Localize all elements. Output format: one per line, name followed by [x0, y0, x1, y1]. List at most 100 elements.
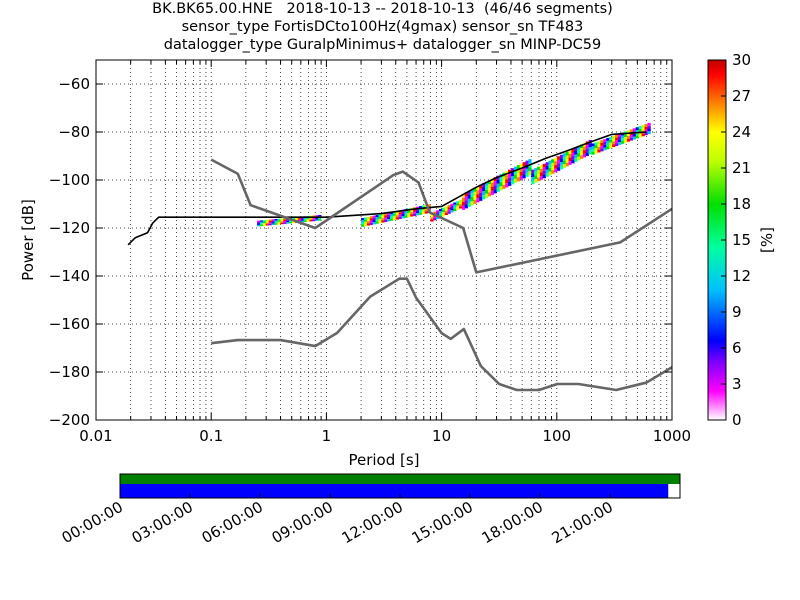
histogram-cell — [597, 146, 601, 150]
colorbar-tick-label: 0 — [732, 411, 742, 429]
histogram-cell — [505, 175, 509, 180]
histogram-cell — [606, 138, 610, 141]
histogram-cell — [609, 139, 613, 143]
histogram-cell — [369, 216, 373, 219]
histogram-cell — [534, 175, 538, 180]
histogram-cell — [450, 210, 454, 213]
histogram-cell — [496, 179, 500, 184]
histogram-cell — [433, 215, 437, 219]
histogram-cell — [303, 219, 307, 221]
histogram-cell — [496, 187, 500, 192]
histogram-cell — [407, 210, 411, 213]
histogram-cell — [582, 150, 587, 154]
histogram-cell — [577, 156, 581, 161]
histogram-cell — [557, 156, 561, 160]
histogram-cell — [508, 173, 512, 178]
histogram-cell — [262, 220, 267, 222]
histogram-cell — [361, 224, 365, 227]
histogram-cell — [375, 221, 379, 224]
histogram-cell — [415, 211, 420, 214]
histogram-cell — [580, 151, 584, 156]
histogram-cell — [536, 177, 541, 182]
histogram-cell — [571, 148, 575, 153]
histogram-cell — [277, 220, 281, 222]
histogram-cell — [410, 212, 414, 215]
histogram-cell — [306, 217, 310, 219]
timeline-tick-label: 18:00:00 — [479, 498, 546, 547]
histogram-cell — [459, 202, 463, 205]
histogram-cell — [522, 166, 526, 171]
histogram-cell — [389, 212, 394, 215]
histogram-cell — [398, 214, 402, 217]
histogram-cell — [609, 145, 613, 149]
histogram-cell — [591, 143, 595, 147]
histogram-cell — [441, 207, 446, 210]
histogram-cell — [453, 202, 457, 205]
colorbar-tick-label: 15 — [732, 231, 751, 249]
histogram-cell — [286, 220, 290, 223]
histogram-cell — [502, 176, 506, 181]
histogram-cell — [641, 127, 645, 131]
histogram-cell — [513, 174, 518, 179]
histogram-cell — [444, 206, 448, 209]
histogram-cell — [418, 210, 423, 213]
histogram-cell — [410, 210, 414, 213]
histogram-cell — [588, 147, 592, 151]
histogram-cell — [548, 171, 552, 176]
histogram-cell — [516, 173, 520, 178]
histogram-cell — [387, 214, 391, 218]
histogram-cell — [620, 138, 625, 142]
histogram-cell — [312, 218, 316, 220]
histogram-cell — [508, 181, 512, 186]
histogram-cell — [565, 162, 569, 167]
histogram-cell — [450, 205, 454, 209]
histogram-cell — [623, 139, 628, 143]
histogram-cell — [366, 221, 371, 224]
histogram-cell — [453, 206, 457, 209]
new-high-noise-model-curve — [210, 158, 673, 274]
histogram-cell — [585, 152, 589, 156]
histogram-cell — [294, 218, 299, 220]
histogram-cell — [574, 147, 578, 152]
histogram-cell — [603, 144, 607, 148]
histogram-cell — [644, 132, 648, 136]
colorbar-tick-label: 3 — [732, 375, 742, 393]
histogram-cell — [490, 186, 494, 191]
histogram-cell — [635, 127, 639, 131]
histogram-cell — [551, 166, 555, 171]
histogram-cell — [647, 128, 651, 132]
histogram-cell — [387, 217, 391, 220]
histogram-cell — [280, 222, 284, 225]
segments-used-bar — [120, 484, 669, 498]
colorbar-tick-label: 21 — [732, 159, 751, 177]
histogram-cell — [444, 208, 448, 211]
histogram-cell — [265, 222, 269, 225]
histogram-cell — [257, 223, 261, 225]
histogram-cell — [618, 133, 622, 137]
histogram-cell — [280, 219, 284, 222]
histogram-cell — [456, 203, 460, 206]
histogram-cell — [626, 133, 631, 137]
histogram-cell — [600, 143, 604, 146]
histogram-cell — [580, 148, 584, 152]
histogram-cell — [268, 222, 272, 224]
histogram-cell — [421, 205, 425, 208]
histogram-cell — [271, 222, 275, 224]
plot-frame — [95, 59, 673, 421]
histogram-cell — [389, 216, 394, 219]
histogram-cell — [271, 219, 275, 221]
histogram-cell — [565, 159, 569, 163]
histogram-cell — [289, 221, 293, 224]
histogram-cell — [369, 222, 373, 225]
histogram-cell — [493, 181, 497, 186]
histogram-cell — [499, 182, 503, 187]
histogram-cell — [542, 163, 546, 168]
histogram-cell — [641, 133, 645, 137]
histogram-cell — [554, 168, 558, 173]
histogram-cell — [306, 220, 310, 222]
histogram-cell — [542, 170, 546, 175]
histogram-cell — [632, 133, 637, 137]
histogram-cell — [473, 187, 477, 192]
histogram-cell — [415, 206, 420, 209]
histogram-cell — [557, 167, 561, 171]
